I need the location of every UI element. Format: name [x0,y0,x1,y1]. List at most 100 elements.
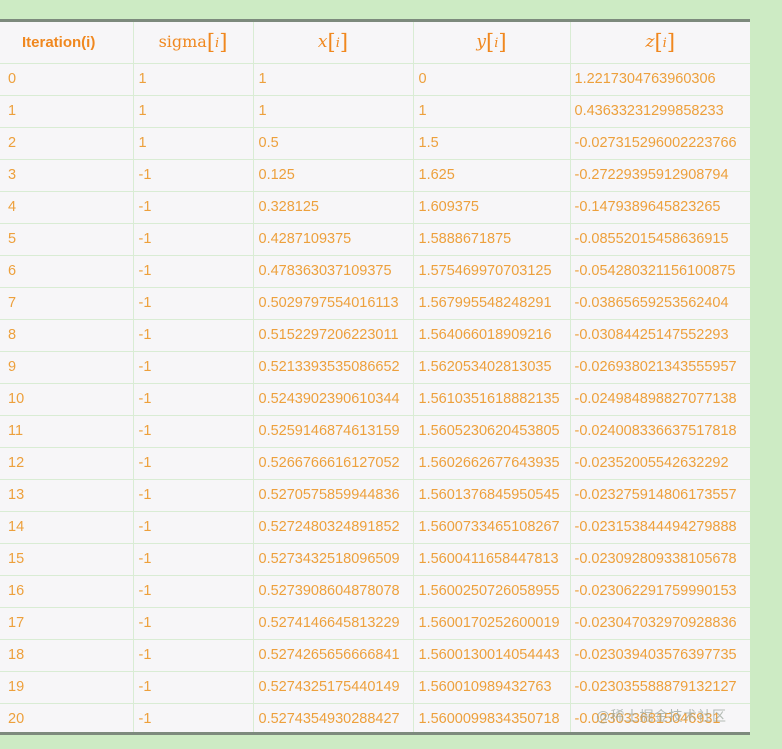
bracket-close-icon: ] [498,30,507,55]
cell-sigma: -1 [133,383,254,416]
cell-y: 1.5 [413,127,571,160]
table-row: 12 -1 0.5266766616127052 1.5602662677643935… [0,447,750,480]
cell-y: 1.575469970703125 [413,255,571,288]
table-body: 0 1 1 0 1.2217304763960306 1 1 1 1 0.436332312998… [0,63,750,732]
cell-x: 0.5 [253,127,414,160]
cell-x: 0.5243902390610344 [253,383,414,416]
cell-iteration: 3 [0,159,134,192]
cell-sigma: -1 [133,607,254,640]
table-header-row: Iteration(i) sigma[i] x[i] y[i] z[i] [0,22,750,64]
cell-sigma: -1 [133,479,254,512]
cell-z: -0.023153844494279888 [570,511,750,544]
table-row: 14 -1 0.5272480324891852 1.5600733465108267… [0,511,750,544]
column-header-z-index: i [662,36,667,52]
cell-z: -0.023035588879132127 [570,671,750,704]
cell-iteration: 15 [0,543,134,576]
table-row: 3 -1 0.125 1.625 -0.27229395912908794 [0,159,750,192]
table-row: 7 -1 0.5029797554016113 1.567995548248291 -0… [0,287,750,320]
cell-z: -0.026938021343555957 [570,351,750,384]
cell-iteration: 19 [0,671,134,704]
table-row: 0 1 1 0 1.2217304763960306 [0,63,750,96]
cell-z: -0.024984898827077138 [570,383,750,416]
cell-x: 0.5270575859944836 [253,479,414,512]
cell-iteration: 8 [0,319,134,352]
cell-z: -0.27229395912908794 [570,159,750,192]
cell-iteration: 13 [0,479,134,512]
cell-y: 1.567995548248291 [413,287,571,320]
cell-y: 1.5605230620453805 [413,415,571,448]
cell-z: -0.027315296002223766 [570,127,750,160]
cell-sigma: -1 [133,319,254,352]
cell-iteration: 16 [0,575,134,608]
table-row: 4 -1 0.328125 1.609375 -0.1479389645823265 [0,191,750,224]
table-header: Iteration(i) sigma[i] x[i] y[i] z[i] [0,22,750,64]
cell-x: 0.5259146874613159 [253,415,414,448]
table-row: 8 -1 0.5152297206223011 1.564066018909216 -0… [0,319,750,352]
cell-y: 1.5610351618882135 [413,383,571,416]
column-header-z-base: z [645,32,655,53]
cell-y: 1.5600250726058955 [413,575,571,608]
cell-sigma: -1 [133,223,254,256]
cell-sigma: -1 [133,287,254,320]
cell-sigma: 1 [133,127,254,160]
cell-y: 1.609375 [413,191,571,224]
cell-sigma: -1 [133,415,254,448]
column-header-y: y[i] [413,22,571,64]
cell-x: 0.328125 [253,191,414,224]
cell-x: 0.5273908604878078 [253,575,414,608]
cell-iteration: 18 [0,639,134,672]
cell-z: -0.023062291759990153 [570,575,750,608]
table-row: 19 -1 0.5274325175440149 1.560010989432763-… [0,671,750,704]
column-header-sigma-base: sigma [158,32,207,52]
table-row: 2 1 0.5 1.5 -0.027315296002223766 [0,127,750,160]
cell-x: 0.5273432518096509 [253,543,414,576]
cell-y: 1.625 [413,159,571,192]
cell-z: -0.054280321156100875 [570,255,750,288]
cell-z: -0.03084425147552293 [570,319,750,352]
cell-iteration: 7 [0,287,134,320]
table-row: 20 -1 0.5274354930288427 1.5600099834350718… [0,703,750,732]
cell-z: -0.023047032970928836 [570,607,750,640]
cell-iteration: 14 [0,511,134,544]
cell-x: 0.5152297206223011 [253,319,414,352]
table-row: 6 -1 0.478363037109375 1.575469970703125 -0.… [0,255,750,288]
cell-z: -0.0230336815046931 [570,703,750,732]
cell-sigma: 1 [133,95,254,128]
table-row: 17 -1 0.5274146645813229 1.5600170252600019… [0,607,750,640]
bracket-close-icon: ] [666,30,676,55]
cell-x: 0.5029797554016113 [253,287,414,320]
cell-iteration: 4 [0,191,134,224]
cell-x: 0.5266766616127052 [253,447,414,480]
bracket-open-icon: [ [327,30,336,55]
cell-iteration: 6 [0,255,134,288]
cell-iteration: 0 [0,63,134,96]
cell-y: 1.5600411658447813 [413,543,571,576]
cell-y: 0 [413,63,571,96]
column-header-z: z[i] [570,22,750,64]
cell-iteration: 9 [0,351,134,384]
cell-sigma: -1 [133,639,254,672]
cell-iteration: 17 [0,607,134,640]
table-row: 18 -1 0.5274265656666841 1.5600130014054443… [0,639,750,672]
cell-x: 1 [253,95,414,128]
cell-sigma: -1 [133,671,254,704]
cell-iteration: 10 [0,383,134,416]
cell-z: -0.023275914806173557 [570,479,750,512]
cell-sigma: -1 [133,159,254,192]
table-row: 5 -1 0.4287109375 1.5888671875 -0.0855201545… [0,223,750,256]
cell-x: 1 [253,63,414,96]
cell-sigma: -1 [133,191,254,224]
table-row: 10 -1 0.5243902390610344 1.5610351618882135… [0,383,750,416]
cell-sigma: -1 [133,543,254,576]
bracket-open-icon: [ [654,30,663,55]
cell-y: 1.562053402813035 [413,351,571,384]
table-row: 16 -1 0.5273908604878078 1.5600250726058955… [0,575,750,608]
cell-iteration: 12 [0,447,134,480]
cell-sigma: -1 [133,351,254,384]
cell-y: 1 [413,95,571,128]
cell-sigma: -1 [133,511,254,544]
cell-z: -0.1479389645823265 [570,191,750,224]
cell-y: 1.564066018909216 [413,319,571,352]
column-header-x: x[i] [253,22,414,64]
